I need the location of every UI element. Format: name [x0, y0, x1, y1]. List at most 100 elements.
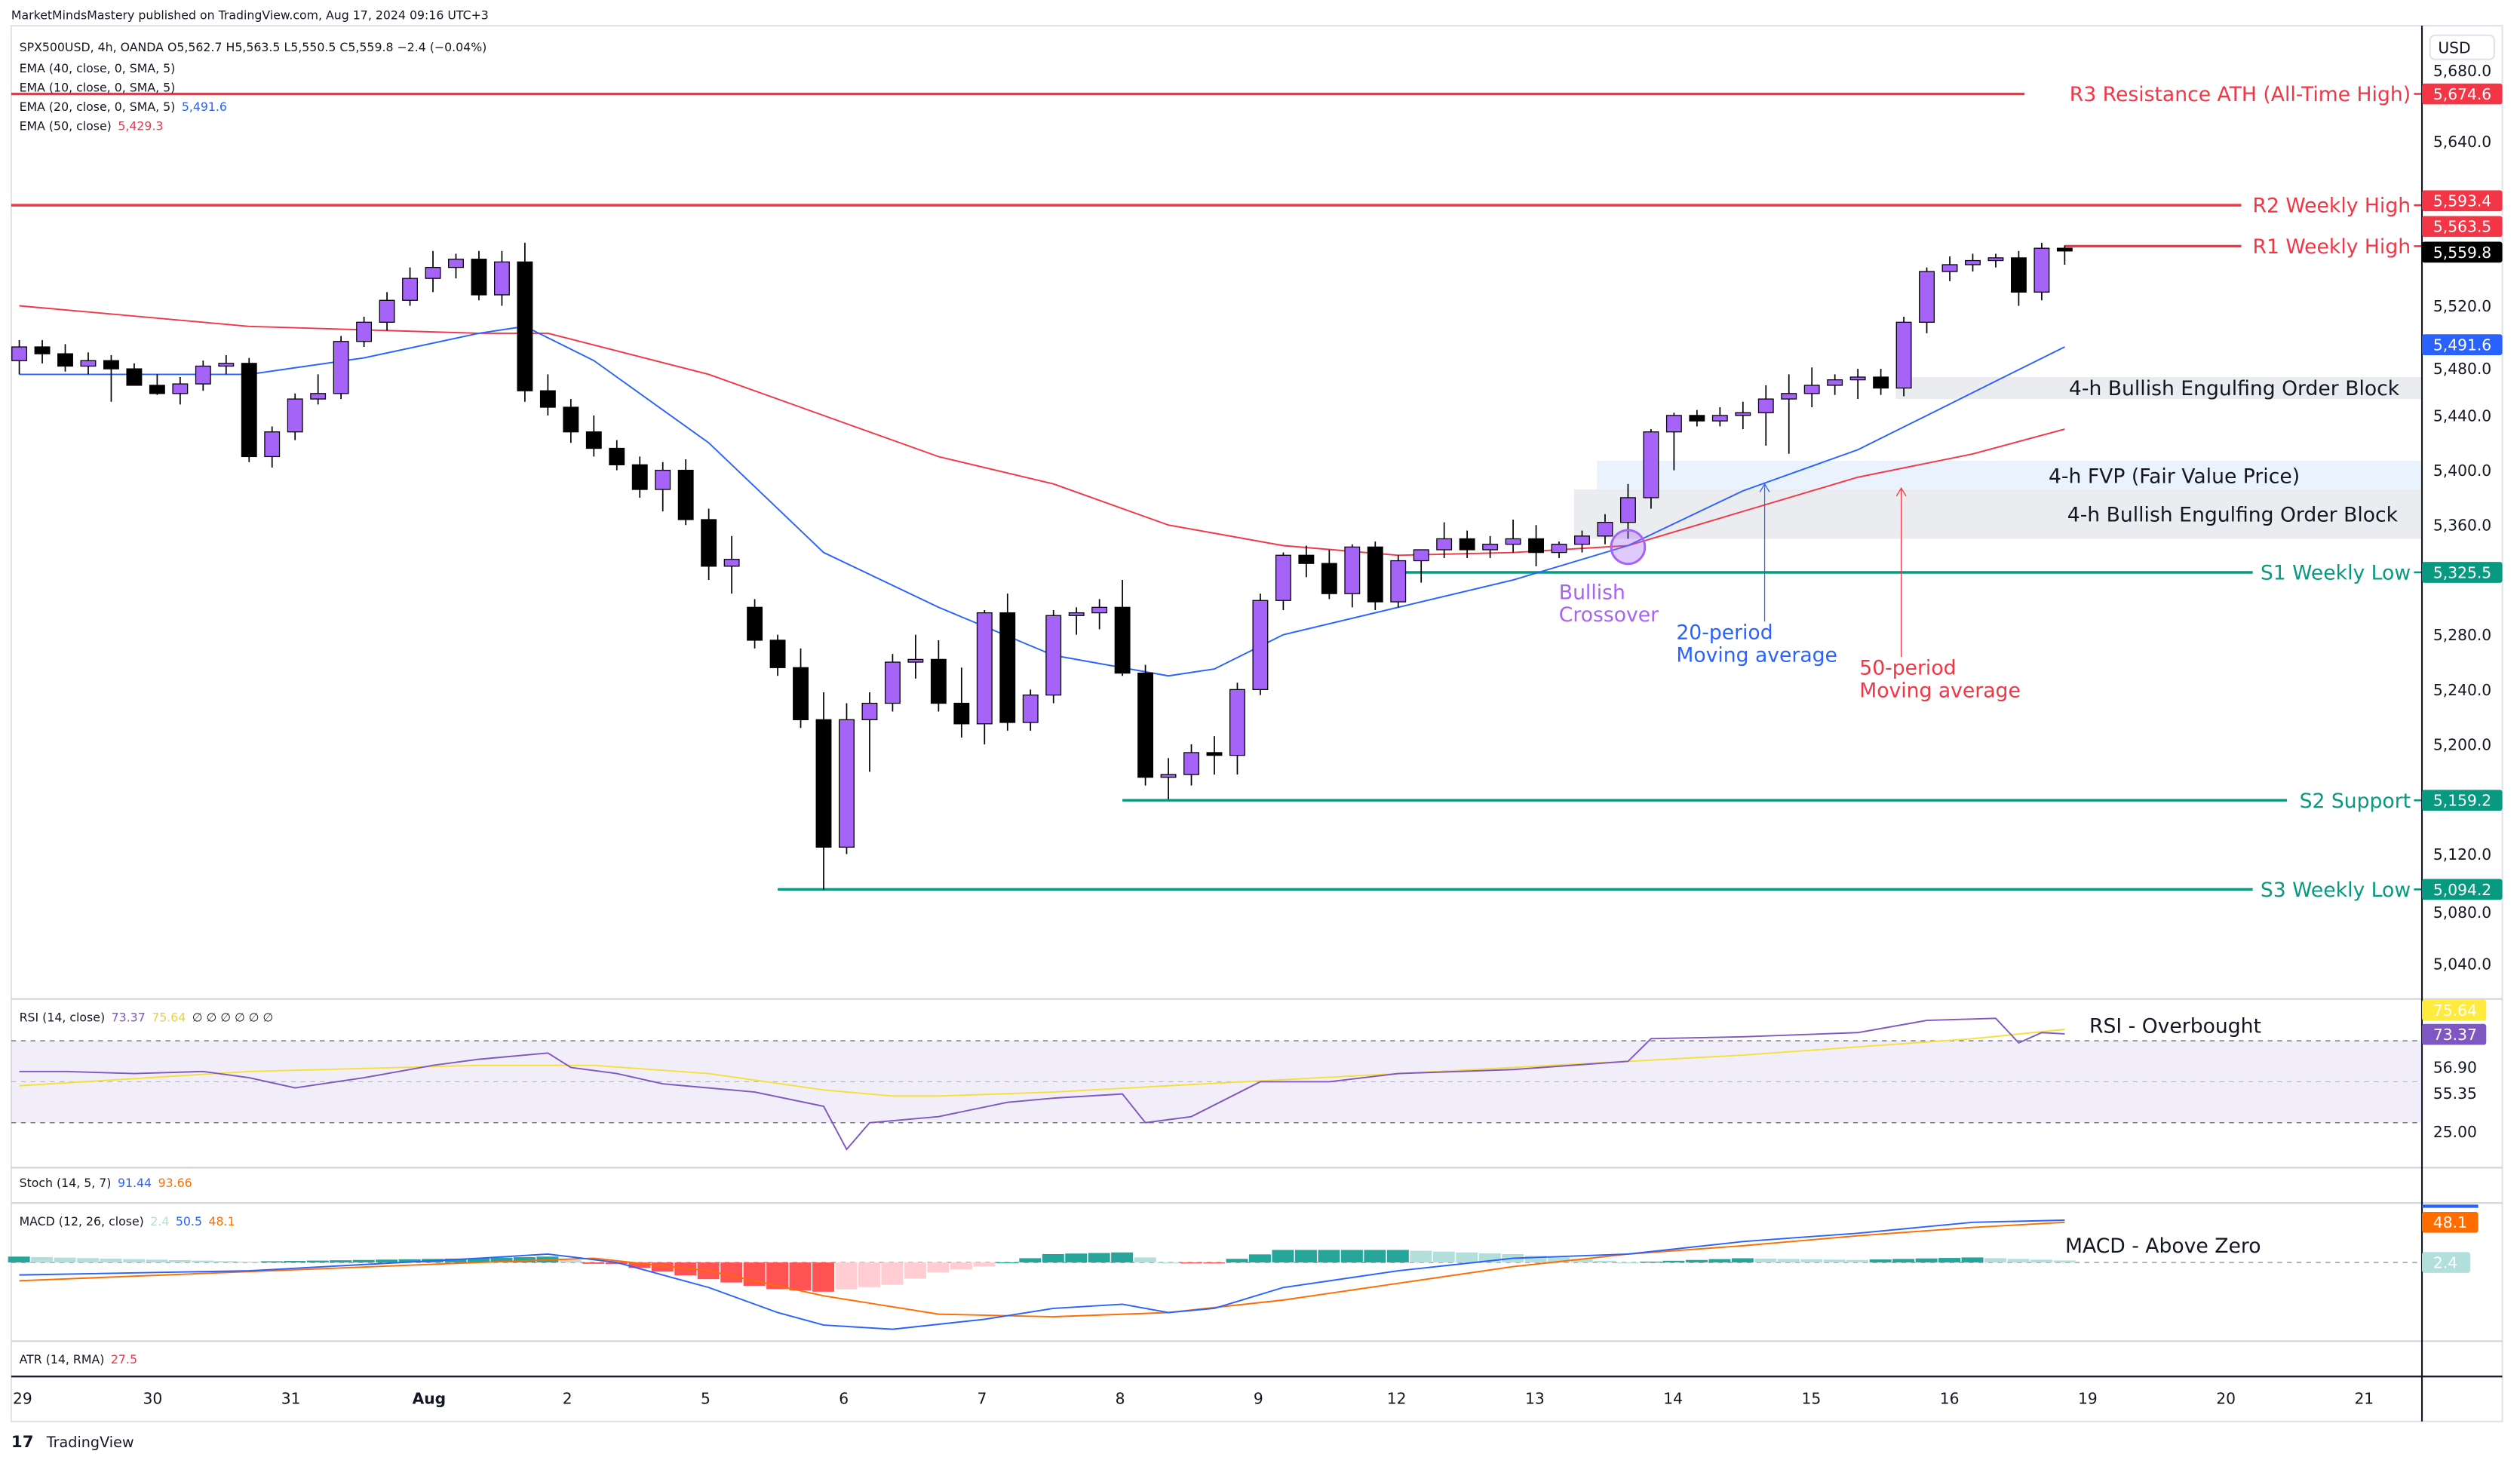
candle[interactable] [1619, 483, 1636, 539]
candle[interactable] [1298, 545, 1315, 578]
candle[interactable] [264, 426, 281, 468]
candle[interactable] [356, 317, 373, 348]
candle[interactable] [379, 292, 395, 331]
candle[interactable] [493, 250, 510, 306]
candle[interactable] [172, 377, 189, 405]
candle[interactable] [1528, 525, 1545, 566]
candle[interactable] [1482, 535, 1499, 558]
macd-signal-line[interactable] [19, 1221, 2065, 1317]
crossover-circle[interactable] [1610, 529, 1647, 566]
candle[interactable] [1919, 267, 1935, 333]
rsi-pane[interactable]: RSI (14, close) 73.37 75.64 ∅ ∅ ∅ ∅ ∅ ∅ RSI… [11, 1011, 2423, 1151]
candle[interactable] [631, 456, 648, 498]
candle[interactable] [999, 594, 1016, 731]
candle[interactable] [1803, 367, 1820, 407]
candle[interactable] [1206, 736, 1223, 775]
candle[interactable] [1390, 555, 1407, 608]
candle[interactable] [563, 399, 579, 443]
candle[interactable] [1711, 406, 1728, 427]
candle[interactable] [1987, 253, 2004, 268]
candle[interactable] [1873, 369, 1889, 395]
candle[interactable] [402, 267, 418, 306]
candle[interactable] [539, 374, 556, 416]
ema20-legend[interactable]: EMA (20, close, 0, SMA, 5) 5,491.6 [20, 100, 227, 114]
candle[interactable] [793, 648, 809, 728]
time-axis[interactable]: 29 30 31 Aug 2 5 6 7 8 9 12 13 14 15 16 19 20 21 [13, 1389, 2374, 1407]
candle[interactable] [1895, 317, 1912, 397]
candle[interactable] [310, 374, 327, 405]
candle[interactable] [1827, 374, 1843, 395]
candle[interactable] [1367, 541, 1383, 610]
ema10-legend[interactable]: EMA (10, close, 0, SMA, 5) [20, 80, 176, 94]
candle[interactable] [218, 354, 235, 375]
candle[interactable] [1689, 409, 1705, 427]
symbol-ohlc[interactable]: SPX500USD, 4h, OANDA O5,562.7 H5,563.5 L… [20, 40, 487, 54]
currency-button[interactable] [2429, 34, 2495, 60]
candle[interactable] [677, 459, 694, 526]
candle[interactable] [126, 363, 143, 386]
candle[interactable] [1022, 689, 1039, 731]
candle[interactable] [1941, 256, 1958, 281]
candle[interactable] [1665, 413, 1682, 471]
tradingview-logo[interactable]: 𝟭𝟳 TradingView [11, 1433, 134, 1452]
candle[interactable] [747, 599, 763, 649]
atr-legend[interactable]: ATR (14, RMA) 27.5 [20, 1352, 137, 1366]
candle[interactable] [1091, 599, 1108, 630]
candle[interactable] [1344, 544, 1361, 608]
candle[interactable] [57, 344, 73, 372]
rsi-legend[interactable]: RSI (14, close) 73.37 75.64 ∅ ∅ ∅ ∅ ∅ ∅ [20, 1011, 274, 1025]
ema50-legend[interactable]: EMA (50, close) 5,429.3 [20, 119, 164, 133]
candle[interactable] [655, 462, 671, 512]
candle[interactable] [701, 508, 717, 580]
candle[interactable] [1229, 682, 1245, 775]
candle[interactable] [976, 609, 993, 745]
candle[interactable] [1735, 401, 1751, 430]
candle[interactable] [517, 242, 533, 402]
candle[interactable] [1574, 530, 1590, 553]
candle[interactable] [861, 692, 878, 772]
ema20-line[interactable] [19, 325, 2065, 677]
candle[interactable] [11, 339, 28, 375]
candle[interactable] [2010, 250, 2027, 306]
candle[interactable] [1505, 520, 1521, 553]
candle[interactable] [241, 357, 257, 462]
candle[interactable] [103, 354, 119, 402]
candle[interactable] [149, 374, 165, 395]
candle[interactable] [723, 535, 740, 594]
candle[interactable] [815, 692, 832, 890]
candle[interactable] [333, 336, 349, 400]
candle[interactable] [448, 253, 464, 279]
candle[interactable] [1413, 549, 1429, 583]
candle[interactable] [195, 360, 211, 391]
candle[interactable] [1781, 374, 1797, 454]
candle[interactable] [1137, 664, 1154, 786]
candles-layer[interactable] [11, 242, 2073, 890]
rsi-line[interactable] [19, 1017, 2065, 1151]
candle[interactable] [884, 654, 901, 712]
candle[interactable] [1252, 594, 1269, 695]
candle[interactable] [1551, 541, 1567, 558]
candle[interactable] [930, 640, 947, 712]
candle[interactable] [1114, 579, 1131, 676]
stoch-legend[interactable]: Stoch (14, 5, 7) 91.44 93.66 [20, 1176, 192, 1190]
candle[interactable] [1436, 522, 1453, 558]
candle[interactable] [471, 250, 487, 301]
candle[interactable] [1849, 369, 1866, 400]
candle[interactable] [2056, 245, 2073, 265]
candle[interactable] [34, 339, 51, 363]
candle[interactable] [1643, 429, 1659, 509]
candle[interactable] [1965, 253, 1981, 272]
candle[interactable] [769, 634, 786, 676]
candle[interactable] [609, 440, 625, 471]
macd-line[interactable] [19, 1219, 2065, 1330]
candle[interactable] [1068, 607, 1085, 635]
candle[interactable] [953, 667, 970, 738]
candle[interactable] [1597, 514, 1613, 544]
candle[interactable] [80, 352, 97, 375]
candle[interactable] [2033, 242, 2050, 301]
candle[interactable] [585, 415, 602, 457]
candle[interactable] [1183, 744, 1199, 786]
price-axis[interactable]: USD 5,680.0 5,640.0 5,520.0 5,480.0 5,440.0 5… [2422, 34, 2503, 1273]
candle[interactable] [1275, 552, 1291, 610]
